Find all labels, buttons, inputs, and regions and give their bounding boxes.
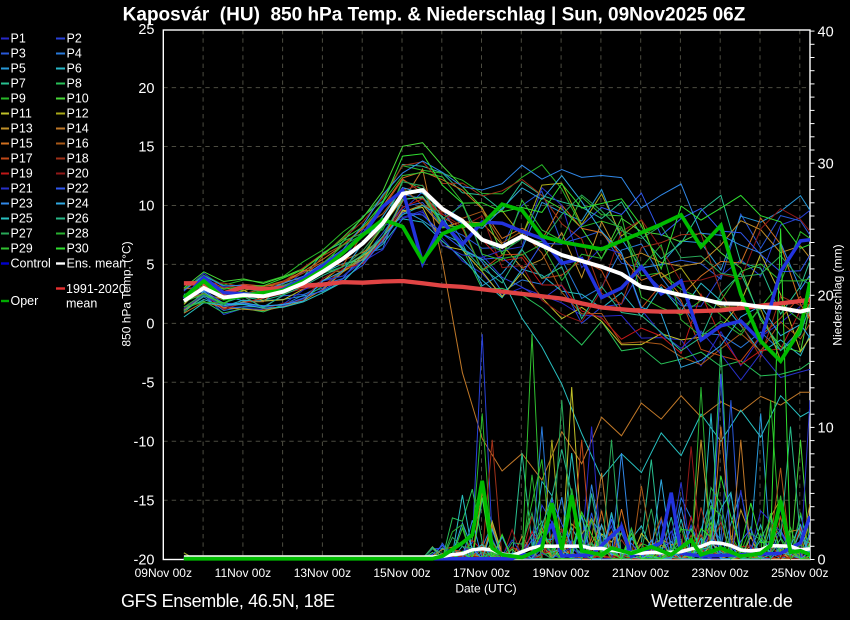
svg-text:P19: P19	[11, 167, 33, 181]
svg-text:40: 40	[818, 24, 834, 40]
svg-text:P25: P25	[11, 212, 33, 226]
svg-text:P27: P27	[11, 227, 33, 241]
svg-text:17Nov 00z: 17Nov 00z	[453, 566, 510, 580]
svg-text:Date (UTC): Date (UTC)	[455, 582, 516, 596]
svg-text:P1: P1	[11, 32, 26, 46]
svg-text:Kaposvár (HU) 850 hPa Temp.: Kaposvár (HU) 850 hPa Temp. & Niederschl…	[123, 5, 746, 26]
svg-text:10: 10	[818, 421, 834, 437]
svg-text:P4: P4	[67, 47, 82, 61]
svg-text:Control: Control	[11, 257, 51, 271]
svg-text:P29: P29	[11, 242, 33, 256]
svg-text:21Nov 00z: 21Nov 00z	[612, 566, 669, 580]
svg-text:19Nov 00z: 19Nov 00z	[532, 566, 589, 580]
svg-text:P11: P11	[11, 107, 32, 121]
svg-text:P20: P20	[67, 167, 89, 181]
svg-text:-20: -20	[134, 552, 155, 568]
svg-text:P14: P14	[67, 122, 89, 136]
svg-text:P12: P12	[67, 107, 89, 121]
svg-text:P24: P24	[67, 197, 89, 211]
svg-text:-15: -15	[134, 493, 155, 509]
svg-text:Oper: Oper	[11, 294, 39, 308]
svg-text:GFS Ensemble, 46.5N, 18E: GFS Ensemble, 46.5N, 18E	[121, 591, 335, 611]
svg-text:15: 15	[138, 140, 154, 156]
svg-text:11Nov 00z: 11Nov 00z	[215, 566, 271, 580]
svg-text:P9: P9	[11, 92, 26, 106]
svg-text:P28: P28	[67, 227, 89, 241]
svg-text:P22: P22	[67, 182, 89, 196]
svg-text:Niederschlag (mm): Niederschlag (mm)	[831, 244, 845, 345]
svg-text:13Nov 00z: 13Nov 00z	[294, 566, 351, 580]
svg-text:P6: P6	[67, 62, 82, 76]
svg-text:1991-2020: 1991-2020	[66, 282, 126, 296]
svg-text:P13: P13	[11, 122, 33, 136]
svg-text:P2: P2	[67, 32, 82, 46]
svg-text:-10: -10	[134, 435, 155, 451]
svg-text:20: 20	[138, 81, 154, 97]
svg-text:P16: P16	[67, 137, 89, 151]
svg-text:P5: P5	[11, 62, 26, 76]
svg-text:P23: P23	[11, 197, 33, 211]
svg-text:P3: P3	[11, 47, 26, 61]
svg-text:P21: P21	[11, 182, 33, 196]
svg-text:-5: -5	[142, 376, 155, 392]
svg-text:P17: P17	[11, 152, 33, 166]
svg-text:P10: P10	[67, 92, 89, 106]
svg-text:P7: P7	[11, 77, 26, 91]
svg-text:mean: mean	[66, 297, 97, 311]
svg-text:P15: P15	[11, 137, 33, 151]
svg-text:25: 25	[138, 22, 154, 38]
svg-text:10: 10	[138, 199, 154, 215]
svg-text:15Nov 00z: 15Nov 00z	[373, 566, 430, 580]
svg-text:Wetterzentrale.de: Wetterzentrale.de	[651, 591, 793, 611]
svg-text:30: 30	[818, 156, 834, 172]
svg-text:P18: P18	[67, 152, 89, 166]
svg-text:0: 0	[818, 553, 826, 569]
svg-text:P26: P26	[67, 212, 89, 226]
svg-text:20: 20	[818, 289, 834, 305]
svg-text:5: 5	[146, 258, 154, 274]
svg-text:09Nov 00z: 09Nov 00z	[135, 566, 192, 580]
svg-text:0: 0	[146, 317, 154, 333]
svg-text:25Nov 00z: 25Nov 00z	[771, 566, 828, 580]
svg-text:P8: P8	[67, 77, 82, 91]
svg-text:P30: P30	[67, 242, 89, 256]
svg-text:850 hPa Temp. (°C): 850 hPa Temp. (°C)	[120, 241, 134, 346]
svg-text:23Nov 00z: 23Nov 00z	[692, 566, 749, 580]
svg-text:Ens. mean: Ens. mean	[67, 257, 127, 271]
